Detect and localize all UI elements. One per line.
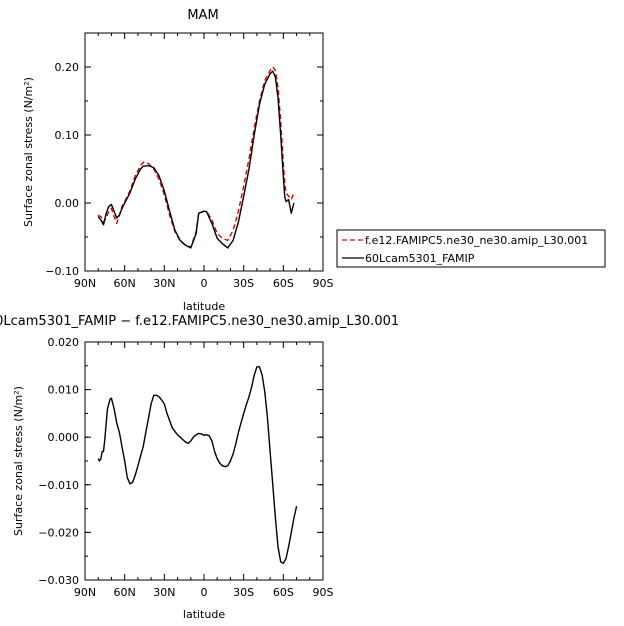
y-tick-label: 0.20: [55, 61, 80, 74]
x-tick-label: 60N: [114, 277, 136, 290]
chart-title: 60Lcam5301_FAMIP − f.e12.FAMIPC5.ne30_ne…: [0, 314, 399, 329]
series-line: [97, 70, 295, 249]
y-tick-label: −0.10: [45, 265, 79, 278]
y-tick-label: −0.030: [38, 574, 79, 587]
x-tick-label: 60N: [114, 586, 136, 599]
chart-top: MAM 90N 60N 30N 0 30S 60S 90S 0.20 0.10 0.00 −0.10…: [22, 8, 334, 313]
x-tick-label: 90S: [313, 586, 334, 599]
y-tick-label: 0.010: [48, 384, 80, 397]
chart-bottom: 60Lcam5301_FAMIP − f.e12.FAMIPC5.ne30_ne…: [0, 314, 399, 621]
x-tick-label: 90N: [74, 277, 96, 290]
x-tick-label: 30S: [233, 277, 254, 290]
chart-title: MAM: [187, 8, 218, 23]
marks: [97, 66, 295, 249]
y-axis-label-text: Surface zonal stress (N/m²): [12, 386, 25, 536]
y-tick-label: −0.020: [38, 526, 79, 539]
y-tick-label: −0.010: [38, 479, 79, 492]
legend: f.e12.FAMIPC5.ne30_ne30.amip_L30.001 60L…: [336, 229, 606, 268]
x-axis-label: latitude: [183, 300, 225, 313]
series-line: [97, 366, 298, 564]
x-axis-label: latitude: [183, 608, 225, 621]
x-tick-label: 30N: [153, 586, 175, 599]
x-tick-label: 60S: [273, 277, 294, 290]
x-tick-label: 0: [201, 586, 208, 599]
legend-label: 60Lcam5301_FAMIP: [365, 252, 475, 265]
x-tick-label: 90N: [74, 586, 96, 599]
x-tick-label: 0: [201, 277, 208, 290]
x-tick-label: 30S: [233, 586, 254, 599]
legend-label: f.e12.FAMIPC5.ne30_ne30.amip_L30.001: [365, 234, 588, 247]
y-axis-label: Surface zonal stress (N/m²): [22, 77, 35, 227]
y-tick-label: 0.10: [55, 129, 80, 142]
marks: [97, 366, 298, 564]
ticks: 90N 60N 30N 0 30S 60S 90S 0.20 0.10 0.00 −0.10: [45, 32, 334, 290]
legend-box: [336, 229, 606, 268]
x-tick-label: 60S: [273, 586, 294, 599]
y-axis-label: Surface zonal stress (N/m²): [12, 386, 25, 536]
x-tick-label: 90S: [313, 277, 334, 290]
y-tick-label: 0.020: [48, 336, 80, 349]
y-tick-label: 0.000: [48, 431, 80, 444]
y-axis-label-text: Surface zonal stress (N/m²): [22, 77, 35, 227]
plot-frame: [84, 341, 324, 581]
ticks: 90N 60N 30N 0 30S 60S 90S 0.020 0.010 0.000 −0.010…: [38, 336, 333, 599]
y-tick-label: 0.00: [55, 197, 80, 210]
series-line: [97, 66, 295, 248]
x-tick-label: 30N: [153, 277, 175, 290]
plot-frame: [84, 32, 324, 272]
